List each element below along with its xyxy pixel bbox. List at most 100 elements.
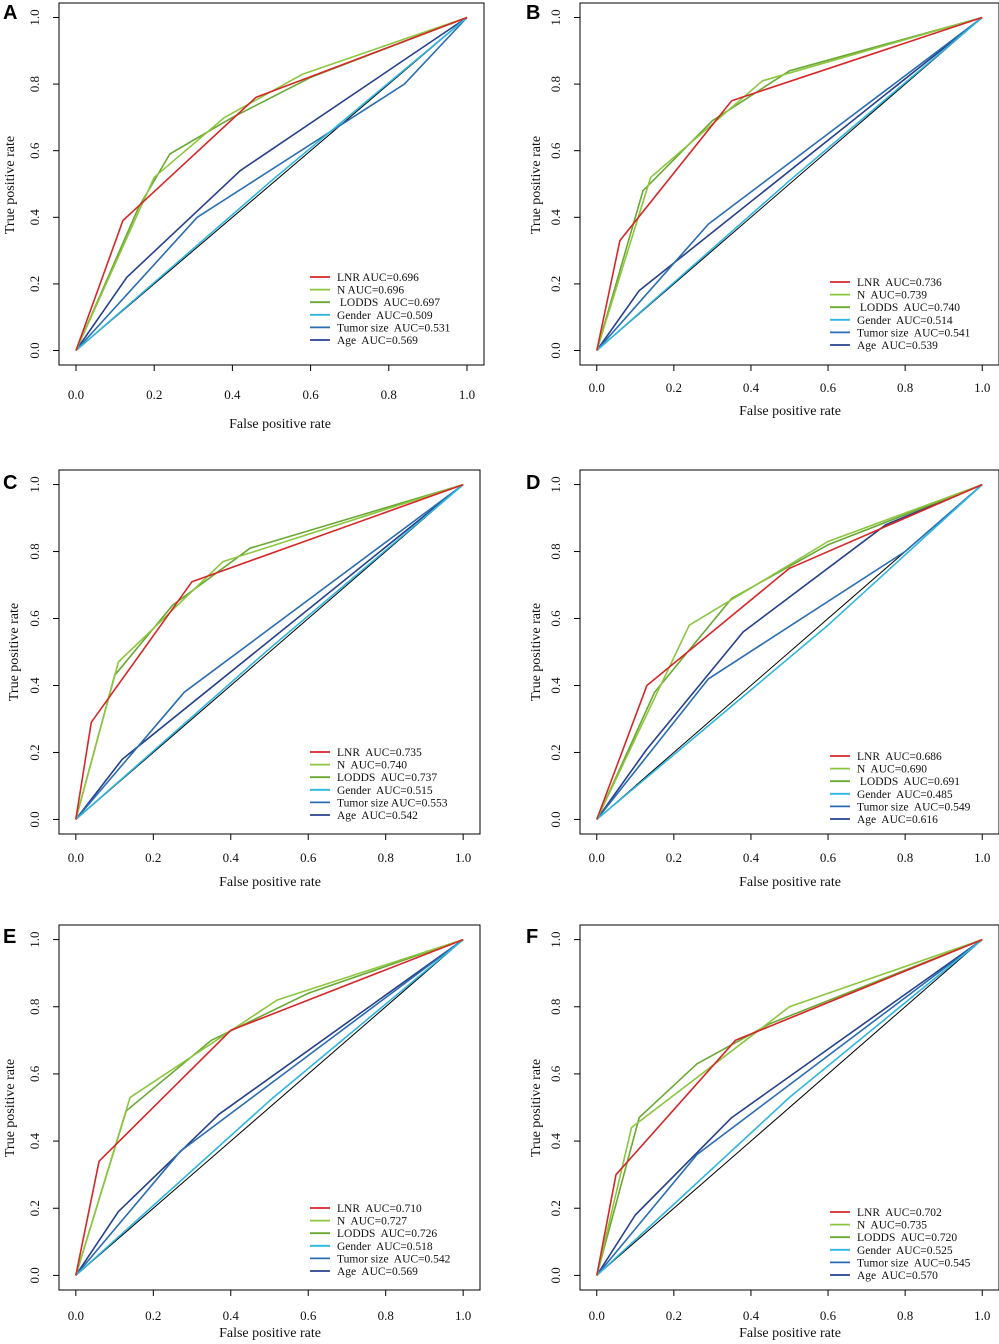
legend-label: LNR AUC=0.736	[857, 277, 942, 289]
roc-curve-age	[75, 16, 468, 351]
roc-curve-lnr	[75, 16, 468, 351]
roc-curve-age	[75, 938, 464, 1276]
roc-curve-gender	[75, 16, 468, 352]
legend-label: Gender AUC=0.509	[337, 310, 433, 322]
x-tick-label: 0.0	[68, 1308, 84, 1323]
y-axis-title: True positive rate	[529, 603, 544, 701]
x-tick-label: 1.0	[455, 850, 471, 865]
y-tick-label: 0.0	[548, 811, 563, 827]
plot-frame	[579, 2, 999, 366]
roc-curve-gender	[596, 16, 983, 352]
y-tick-label: 0.6	[27, 1065, 42, 1082]
roc-curve-n	[75, 938, 464, 1276]
reference-diagonal	[75, 17, 468, 351]
reference-diagonal	[75, 484, 464, 820]
y-tick-label: 0.2	[548, 276, 563, 292]
y-tick-label: 0.8	[548, 76, 563, 92]
roc-panel-b: B 0.0 0.2 0.4 0.6 0.8 1.0 0.0 0.2 0.4 0.6 0.8 1.0 Fal…	[526, 2, 999, 419]
reference-diagonal	[596, 939, 983, 1276]
x-tick-label: 0.6	[820, 380, 837, 395]
panel-letter: D	[526, 472, 540, 494]
legend-label: N AUC=0.696	[337, 285, 404, 297]
roc-curve-lnr	[75, 938, 464, 1276]
legend-label: LODDS AUC=0.691	[857, 776, 960, 788]
roc-curve-n	[75, 16, 468, 351]
x-tick-label: 0.8	[897, 380, 913, 395]
x-tick-label: 0.4	[743, 380, 760, 395]
y-tick-label: 0.2	[548, 1200, 563, 1216]
roc-curve-tumor-size	[75, 483, 464, 820]
roc-curve-age	[596, 483, 983, 820]
roc-curve-age	[75, 483, 464, 820]
panel-letter: E	[3, 926, 16, 948]
roc-curve-tumor-size	[596, 483, 983, 820]
x-tick-label: 0.0	[68, 850, 84, 865]
x-axis-title: False positive rate	[219, 875, 321, 890]
legend-label: LNR AUC=0.710	[337, 1203, 422, 1215]
y-tick-label: 0.6	[548, 1065, 563, 1082]
legend-label: LNR AUC=0.735	[337, 747, 422, 759]
legend-label: Tumor size AUC=0.542	[337, 1253, 451, 1265]
legend-label: Tumor size AUC=0.531	[337, 322, 451, 334]
y-tick-label: 0.4	[27, 209, 42, 226]
x-tick-label: 0.4	[743, 850, 760, 865]
roc-curve-lodds	[596, 938, 983, 1276]
legend-label: N AUC=0.740	[337, 760, 407, 772]
y-axis-title: True positive rate	[529, 136, 544, 234]
y-tick-label: 1.0	[548, 931, 563, 947]
y-tick-label: 1.0	[548, 476, 563, 492]
reference-diagonal	[75, 939, 464, 1276]
x-tick-label: 0.4	[223, 1308, 240, 1323]
y-tick-label: 1.0	[548, 9, 563, 25]
legend-label: Tumor size AUC=0.553	[337, 797, 448, 809]
x-tick-label: 0.4	[743, 1308, 760, 1323]
y-tick-label: 0.0	[27, 1267, 42, 1283]
roc-curve-lnr	[596, 483, 983, 820]
y-tick-label: 0.6	[548, 610, 563, 627]
x-tick-label: 0.2	[666, 850, 682, 865]
x-tick-label: 0.2	[145, 1308, 161, 1323]
y-axis-title: True positive rate	[3, 136, 18, 234]
legend-label: Gender AUC=0.525	[857, 1245, 953, 1257]
roc-curve-lnr	[596, 938, 983, 1276]
roc-curve-age	[596, 16, 983, 351]
x-tick-label: 0.2	[145, 850, 161, 865]
roc-curve-lodds	[596, 483, 983, 820]
x-tick-label: 0.8	[381, 387, 397, 402]
y-tick-label: 0.8	[27, 999, 42, 1015]
legend-label: LNR AUC=0.702	[857, 1207, 942, 1219]
roc-curve-n	[596, 16, 983, 351]
legend-label: LODDS AUC=0.697	[337, 297, 440, 309]
roc-curve-gender	[596, 938, 983, 1276]
legend-label: LNR AUC=0.696	[337, 272, 419, 284]
legend-label: Tumor size AUC=0.549	[857, 801, 971, 813]
x-tick-label: 0.0	[589, 1308, 605, 1323]
legend-label: LNR AUC=0.686	[857, 751, 942, 763]
roc-curve-tumor-size	[596, 16, 983, 352]
roc-curve-tumor-size	[75, 16, 468, 352]
legend-label: Tumor size AUC=0.545	[857, 1257, 971, 1269]
y-tick-label: 0.8	[27, 543, 42, 559]
roc-curve-n	[596, 483, 983, 820]
legend-label: Gender AUC=0.515	[337, 785, 433, 797]
y-tick-label: 0.4	[27, 1132, 42, 1149]
x-tick-label: 0.8	[378, 850, 394, 865]
roc-curve-lodds	[596, 16, 983, 351]
panel-letter: C	[3, 472, 17, 494]
x-tick-label: 0.8	[897, 1308, 913, 1323]
roc-curve-gender	[596, 484, 983, 821]
x-tick-label: 1.0	[974, 380, 990, 395]
x-tick-label: 0.0	[589, 380, 605, 395]
roc-curve-tumor-size	[75, 938, 464, 1276]
legend-label: LODDS AUC=0.720	[857, 1232, 957, 1244]
y-tick-label: 0.0	[27, 811, 42, 827]
roc-curve-tumor-size	[596, 938, 983, 1276]
x-tick-label: 1.0	[459, 387, 475, 402]
legend-label: N AUC=0.735	[857, 1220, 927, 1232]
y-tick-label: 0.4	[548, 209, 563, 226]
plot-frame	[579, 469, 999, 835]
y-tick-label: 0.6	[548, 142, 563, 159]
roc-curve-n	[596, 938, 983, 1276]
y-tick-label: 1.0	[27, 931, 42, 947]
